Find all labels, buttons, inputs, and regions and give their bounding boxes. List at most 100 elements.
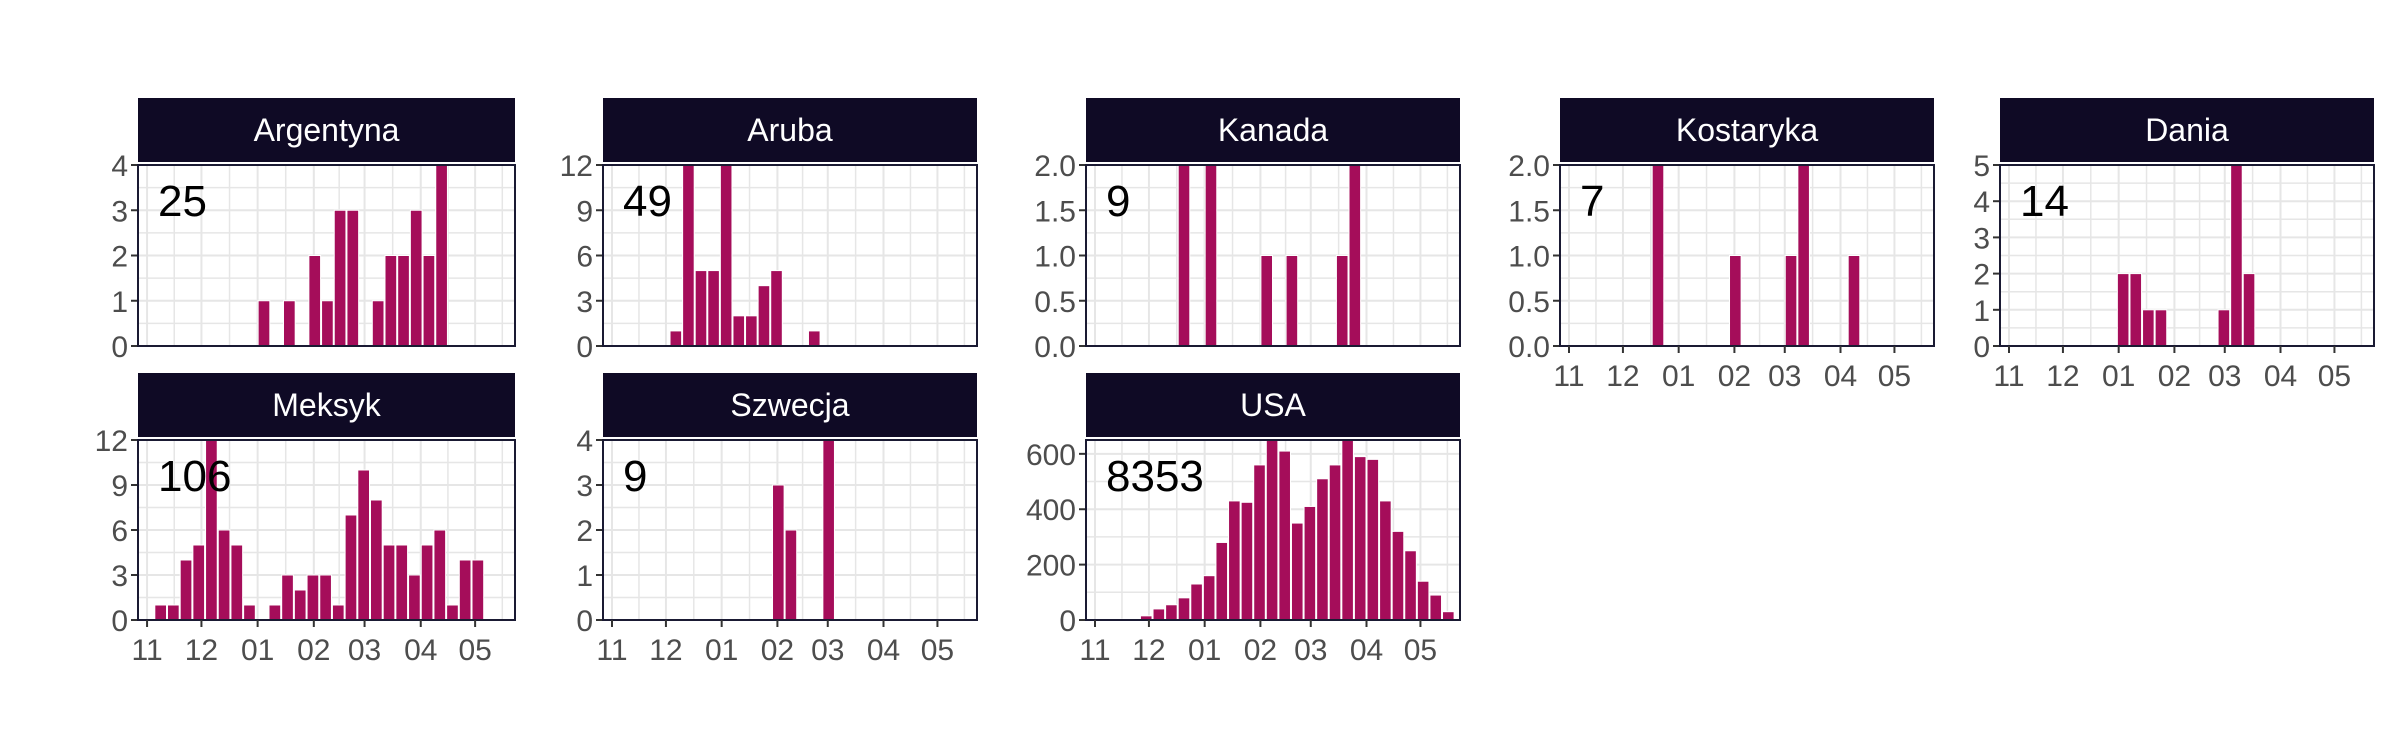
bar — [371, 300, 385, 347]
count-label: 9 — [623, 452, 647, 501]
bar — [1328, 464, 1342, 621]
bar — [471, 559, 485, 621]
bar — [420, 544, 434, 621]
y-tick-label: 400 — [1026, 494, 1076, 527]
y-tick-label: 4 — [111, 150, 128, 183]
bar — [770, 270, 783, 347]
y-tick-label: 3 — [576, 470, 593, 503]
y-tick-label: 2 — [111, 241, 128, 274]
facet-strip-label: Aruba — [747, 112, 833, 148]
bar — [757, 285, 771, 347]
bar — [694, 270, 708, 347]
y-tick-label: 1 — [1973, 295, 1990, 328]
y-tick-label: 2.0 — [1034, 150, 1076, 183]
x-tick-label: 04 — [1350, 634, 1383, 667]
bar — [446, 604, 459, 621]
y-tick-label: 3 — [1973, 222, 1990, 255]
facet-strip — [1086, 98, 1460, 162]
bar — [435, 164, 448, 347]
bar — [707, 270, 720, 347]
facet-strip-label: Meksyk — [272, 387, 381, 423]
y-tick-label: 0.5 — [1034, 286, 1076, 319]
bar — [154, 604, 167, 621]
bar — [719, 164, 733, 347]
bar — [321, 300, 334, 347]
bar — [331, 604, 345, 621]
y-tick-label: 2 — [576, 515, 593, 548]
bar — [1429, 594, 1443, 621]
panel-border — [602, 164, 978, 347]
y-tick-label: 1.5 — [1034, 195, 1076, 228]
y-tick-label: 1 — [576, 560, 593, 593]
bar — [1278, 450, 1291, 621]
facet-panel-kostaryka: Kostaryka 0.0 0.5 1.0 1.5 2.0 7 11 12 01 02 03 04 05 — [1508, 98, 1935, 393]
y-tick-label: 12 — [560, 150, 593, 183]
bar — [1651, 164, 1665, 347]
bar — [408, 574, 421, 621]
y-tick-label: 1.0 — [1034, 241, 1076, 274]
y-tick-label: 0 — [576, 605, 593, 638]
bar — [382, 544, 396, 621]
bar — [1391, 530, 1405, 621]
x-tick-label: 01 — [1188, 634, 1221, 667]
bar — [1228, 500, 1241, 621]
x-tick-label: 01 — [705, 634, 738, 667]
x-tick-label: 11 — [1079, 634, 1110, 667]
panel-border — [137, 164, 516, 347]
bar — [1442, 611, 1455, 621]
x-tick-label: 12 — [1132, 634, 1165, 667]
x-tick-label: 11 — [1993, 360, 2024, 393]
bar — [370, 499, 383, 621]
bar — [2217, 309, 2231, 347]
bar — [1847, 255, 1861, 347]
bar — [257, 300, 271, 347]
bar — [1366, 458, 1380, 621]
bar — [192, 544, 206, 621]
y-tick-label: 9 — [111, 470, 128, 503]
bar — [422, 255, 436, 347]
bar — [1353, 456, 1367, 621]
bar — [682, 164, 695, 347]
bar — [306, 574, 320, 621]
bar — [745, 315, 758, 347]
facet-strip-label: Szwecja — [730, 387, 849, 423]
bar — [308, 255, 322, 347]
y-tick-label: 2 — [1973, 259, 1990, 292]
x-tick-label: 11 — [596, 634, 627, 667]
x-tick-label: 02 — [297, 634, 330, 667]
count-label: 7 — [1580, 177, 1604, 226]
bar — [1416, 580, 1430, 621]
bar — [2230, 164, 2243, 347]
x-tick-label: 01 — [2102, 360, 2135, 393]
bar — [397, 255, 410, 347]
x-tick-label: 12 — [649, 634, 682, 667]
bar — [1303, 505, 1317, 621]
x-tick-label: 03 — [1768, 360, 1801, 393]
y-tick-label: 600 — [1026, 439, 1076, 472]
panel-border — [1085, 164, 1461, 347]
bar — [1260, 255, 1273, 347]
bar — [2116, 273, 2130, 347]
x-tick-label: 12 — [185, 634, 218, 667]
bar — [1348, 164, 1362, 347]
count-label: 8353 — [1106, 452, 1204, 501]
y-tick-label: 0 — [1059, 605, 1076, 638]
x-tick-label: 05 — [921, 634, 954, 667]
x-tick-label: 04 — [867, 634, 900, 667]
bar — [1341, 439, 1354, 621]
x-tick-label: 05 — [2318, 360, 2351, 393]
bar — [346, 209, 360, 347]
bar — [1316, 478, 1329, 621]
x-tick-label: 03 — [1294, 634, 1327, 667]
x-tick-label: 03 — [348, 634, 381, 667]
x-tick-label: 12 — [1606, 360, 1639, 393]
bar — [333, 209, 347, 347]
bar — [784, 529, 798, 621]
y-tick-label: 4 — [1973, 186, 1990, 219]
y-tick-label: 3 — [576, 286, 593, 319]
x-tick-label: 02 — [1718, 360, 1751, 393]
bar — [1240, 501, 1254, 621]
